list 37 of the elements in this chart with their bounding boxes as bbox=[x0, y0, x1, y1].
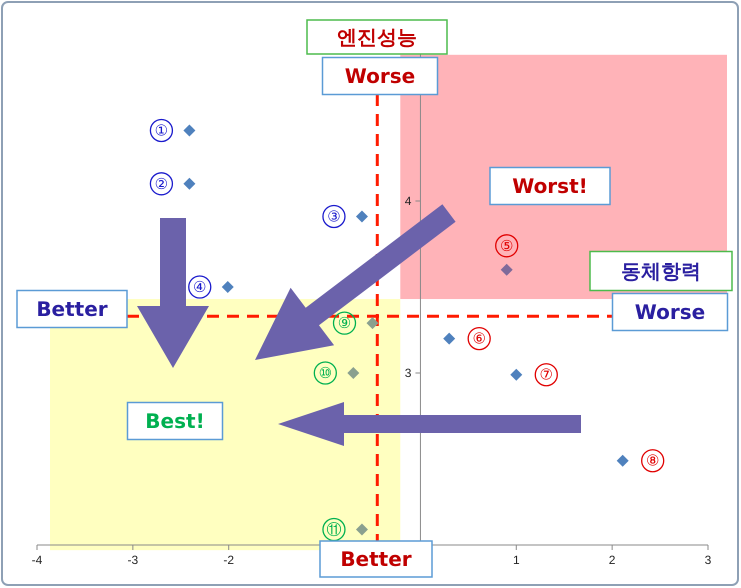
annotation: ④ bbox=[193, 278, 206, 296]
annotation: ⑧ bbox=[646, 452, 660, 470]
point bbox=[443, 332, 456, 345]
x-tick-label: -4 bbox=[32, 553, 43, 567]
point bbox=[616, 454, 629, 467]
annotation: ① bbox=[154, 121, 168, 140]
annotation: ⑦ bbox=[540, 366, 554, 384]
annotation: Worse bbox=[344, 64, 416, 88]
x-tick-label: 2 bbox=[608, 553, 616, 567]
point bbox=[356, 210, 368, 222]
annotation: ⑥ bbox=[472, 330, 486, 348]
x-axis-title: 동체항력 bbox=[621, 259, 701, 283]
annotation: ⑤ bbox=[500, 236, 514, 255]
x-tick-label: -2 bbox=[223, 553, 234, 567]
point bbox=[183, 178, 196, 190]
x-tick-label: -3 bbox=[128, 553, 139, 567]
annotation: ⑪ bbox=[326, 520, 342, 539]
x-tick-label: 1 bbox=[512, 553, 520, 567]
y-tick-label: 4 bbox=[404, 194, 412, 208]
point bbox=[510, 368, 522, 381]
annotation: ③ bbox=[327, 207, 341, 226]
annotation: Worse bbox=[634, 300, 706, 324]
y-axis-title: 엔진성능 bbox=[337, 25, 417, 49]
point bbox=[356, 524, 368, 536]
point bbox=[183, 124, 196, 136]
text: Better bbox=[340, 547, 412, 571]
annotation: Best! bbox=[145, 409, 205, 433]
point bbox=[366, 317, 378, 330]
point bbox=[500, 264, 513, 276]
annotation: Worst! bbox=[512, 174, 588, 198]
annotation: Better bbox=[36, 297, 108, 321]
x-tick-label: 3 bbox=[704, 553, 712, 567]
annotation: ⑨ bbox=[338, 314, 352, 332]
annotation: ⑩ bbox=[318, 364, 332, 382]
annotation: ② bbox=[154, 174, 168, 193]
point bbox=[347, 367, 360, 379]
point bbox=[222, 281, 234, 293]
